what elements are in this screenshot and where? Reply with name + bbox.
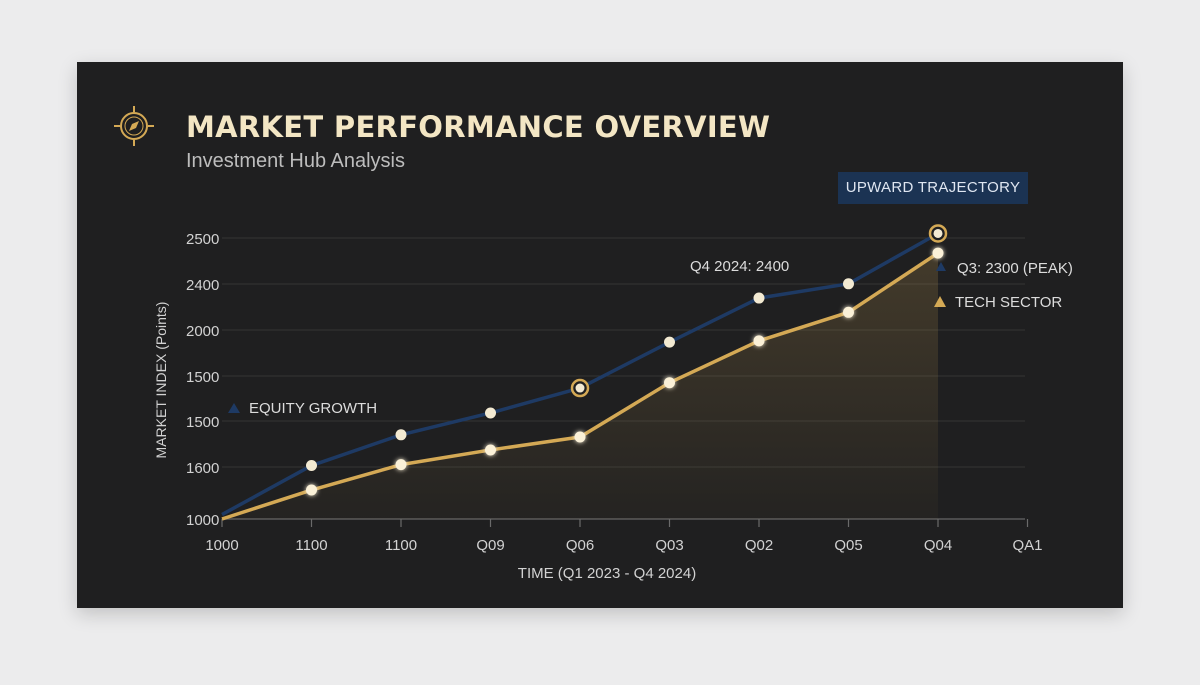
tech-sector-point	[395, 459, 407, 471]
page-title: MARKET PERFORMANCE OVERVIEW	[186, 110, 771, 144]
equity-growth-point	[575, 383, 585, 393]
y-tick-label: 1500	[186, 414, 219, 431]
y-tick-label: 2000	[186, 323, 219, 340]
tech-sector-area	[222, 253, 938, 519]
y-tick-label: 1000	[186, 512, 219, 529]
tech-sector-point	[664, 377, 675, 389]
tech-sector-point	[932, 247, 944, 259]
trend-badge: UPWARD TRAJECTORY	[838, 172, 1028, 204]
annotation-triangle-icon	[936, 262, 946, 271]
equity-growth-point	[933, 228, 943, 238]
compass-icon	[114, 106, 154, 146]
equity-growth-point	[843, 278, 854, 290]
y-axis-label: MARKET INDEX (Points)	[153, 302, 169, 459]
x-tick-label: Q06	[566, 537, 594, 554]
tech-sector-point	[574, 431, 586, 443]
x-tick-label: Q04	[924, 537, 952, 554]
equity-growth-legend-icon	[228, 403, 240, 413]
equity-growth-point	[664, 336, 675, 348]
x-tick-label: 1100	[385, 537, 417, 554]
page-subtitle: Investment Hub Analysis	[186, 150, 405, 172]
y-tick-label: 2500	[186, 231, 219, 248]
equity-growth-point	[485, 407, 496, 419]
x-tick-label: Q03	[655, 537, 683, 554]
tech-sector-point	[306, 484, 317, 496]
x-tick-label: Q05	[834, 537, 862, 554]
x-axis-label: TIME (Q1 2023 - Q4 2024)	[518, 565, 696, 582]
equity-growth-point	[753, 292, 765, 304]
y-tick-label: 1500	[186, 369, 219, 386]
x-tick-label: QA1	[1012, 537, 1042, 554]
tech-sector-point	[753, 335, 765, 347]
legend-label: EQUITY GROWTH	[249, 400, 377, 417]
equity-growth-point	[306, 460, 317, 472]
x-tick-label: 1000	[205, 537, 238, 554]
annotation-label: Q4 2024: 2400	[690, 258, 789, 275]
tech-sector-point	[843, 306, 854, 318]
y-tick-label: 2400	[186, 277, 219, 294]
x-tick-label: 1100	[295, 537, 327, 554]
tech-sector-point	[485, 444, 496, 456]
annotation-label: Q3: 2300 (PEAK)	[957, 260, 1073, 277]
equity-growth-point	[395, 429, 407, 441]
tech-sector-legend-icon	[934, 296, 946, 307]
x-tick-label: Q02	[745, 537, 773, 554]
x-tick-label: Q09	[476, 537, 504, 554]
legend-label: TECH SECTOR	[955, 294, 1062, 311]
y-tick-label: 1600	[186, 460, 219, 477]
